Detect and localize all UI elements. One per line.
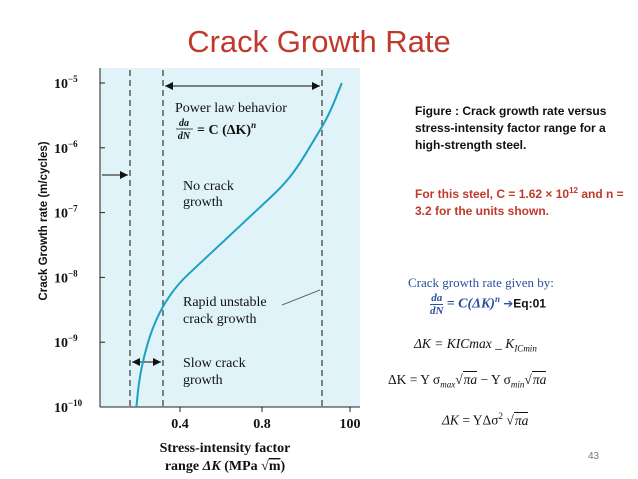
rapid-label-2: crack growth (183, 312, 256, 327)
x-ticks (179, 407, 351, 412)
x-axis-label-line1: Stress-intensity factor (160, 441, 291, 456)
growth-rate-intro: Crack growth rate given by: (408, 275, 554, 290)
slow-label-1: Slow crack (183, 356, 246, 371)
slow-label-2: growth (183, 373, 223, 388)
rapid-label-1: Rapid unstable (183, 295, 267, 310)
dN-label: dN (178, 131, 191, 142)
power-law-label: Power law behavior (175, 101, 287, 116)
slide-title: Crack Growth Rate (187, 24, 451, 59)
arrow-icon: ➔ (503, 296, 514, 311)
page-number: 43 (588, 451, 600, 462)
crack-growth-chart: 10−5 10−6 10−7 10−8 10−9 10−10 Power law beha… (54, 68, 361, 474)
x-tick-label: 0.8 (253, 417, 271, 432)
plot-background (100, 68, 360, 407)
y-tick-label: 10−10 (54, 398, 83, 416)
no-growth-label-1: No crack (183, 179, 234, 194)
growth-rate-curve (135, 82, 343, 408)
y-tick-label: 10−9 (54, 333, 78, 351)
y-tick-label: 10−8 (54, 268, 78, 286)
x-tick-label: 100 (340, 417, 361, 432)
y-ticks: 10−5 10−6 10−7 10−8 10−9 10−10 (54, 74, 105, 416)
equation-2: ΔK = KICmax _ KICmin (414, 336, 537, 354)
equation-1: da dN = C(ΔK)n ➔Eq:01 (430, 292, 546, 317)
figure-caption: Figure : Crack growth rate versus stress… (415, 104, 607, 152)
steel-constants-note: For this steel, C = 1.62 × 1012 and n = … (415, 186, 624, 218)
da-dN-fraction: da dN (430, 292, 444, 317)
equation-3: ΔK = Y σmax√πa − Y σmin√πa (388, 371, 547, 390)
y-tick-label: 10−7 (54, 204, 78, 222)
no-growth-label-2: growth (183, 195, 223, 210)
da-label: da (179, 118, 189, 129)
x-axis-label-line2: range ΔK (MPa √m) (165, 459, 286, 474)
y-tick-label: 10−5 (54, 74, 78, 92)
y-tick-label: 10−6 (54, 139, 78, 157)
equation-4: ΔK = YΔσ2 √πa (442, 411, 529, 428)
power-law-equation: = C (ΔK)n (197, 120, 256, 138)
x-tick-label: 0.4 (171, 417, 189, 432)
rapid-leader-line (281, 289, 321, 306)
